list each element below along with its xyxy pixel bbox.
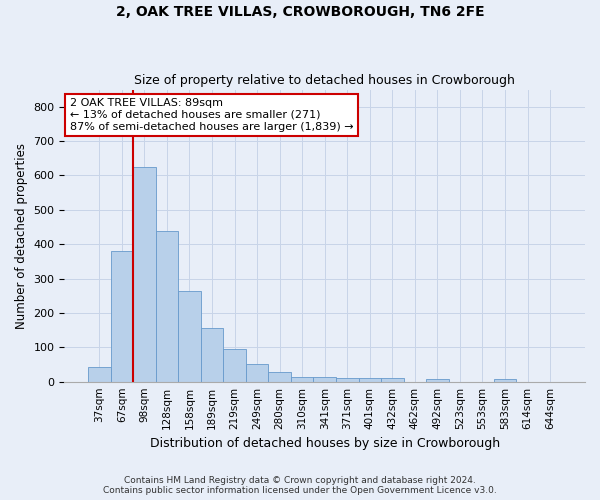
X-axis label: Distribution of detached houses by size in Crowborough: Distribution of detached houses by size … bbox=[149, 437, 500, 450]
Text: 2 OAK TREE VILLAS: 89sqm
← 13% of detached houses are smaller (271)
87% of semi-: 2 OAK TREE VILLAS: 89sqm ← 13% of detach… bbox=[70, 98, 353, 132]
Bar bbox=[268, 372, 291, 382]
Bar bbox=[155, 232, 178, 382]
Bar bbox=[313, 376, 336, 382]
Y-axis label: Number of detached properties: Number of detached properties bbox=[15, 142, 28, 328]
Bar bbox=[359, 378, 381, 382]
Bar bbox=[178, 290, 201, 382]
Text: Contains HM Land Registry data © Crown copyright and database right 2024.
Contai: Contains HM Land Registry data © Crown c… bbox=[103, 476, 497, 495]
Bar bbox=[246, 364, 268, 382]
Bar bbox=[223, 349, 246, 382]
Bar bbox=[381, 378, 404, 382]
Bar bbox=[133, 167, 155, 382]
Text: 2, OAK TREE VILLAS, CROWBOROUGH, TN6 2FE: 2, OAK TREE VILLAS, CROWBOROUGH, TN6 2FE bbox=[116, 5, 484, 19]
Bar bbox=[426, 379, 449, 382]
Bar bbox=[110, 251, 133, 382]
Bar bbox=[88, 367, 110, 382]
Bar bbox=[336, 378, 359, 382]
Bar bbox=[291, 376, 313, 382]
Title: Size of property relative to detached houses in Crowborough: Size of property relative to detached ho… bbox=[134, 74, 515, 87]
Bar bbox=[201, 328, 223, 382]
Bar bbox=[494, 379, 516, 382]
